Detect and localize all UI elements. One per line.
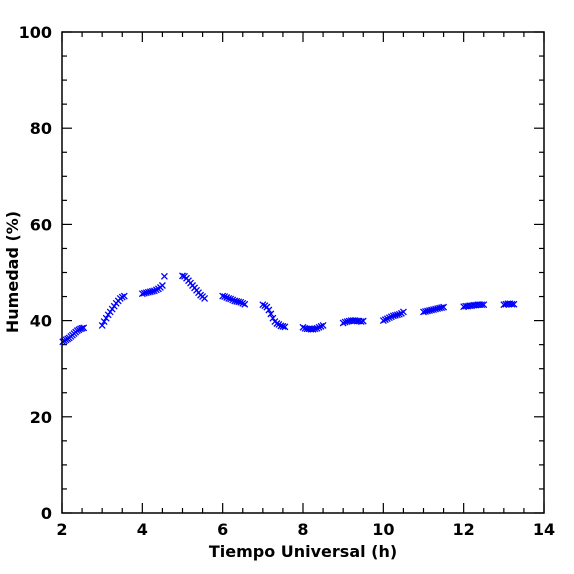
data-point bbox=[142, 289, 150, 297]
data-point bbox=[383, 315, 391, 323]
data-point bbox=[265, 306, 273, 314]
data-point bbox=[100, 318, 108, 326]
y-tick-label: 80 bbox=[30, 119, 52, 138]
data-point bbox=[440, 303, 448, 311]
data-point bbox=[317, 322, 325, 330]
data-point bbox=[500, 301, 508, 309]
data-point bbox=[510, 300, 518, 308]
data-point bbox=[241, 300, 249, 308]
y-axis-title: Humedad (%) bbox=[3, 211, 22, 333]
data-point bbox=[379, 317, 387, 325]
data-point bbox=[395, 310, 403, 318]
plot-frame bbox=[61, 31, 545, 514]
y-tick-label: 0 bbox=[41, 504, 52, 523]
data-point bbox=[179, 272, 186, 280]
data-point bbox=[227, 295, 235, 303]
x-tick-label: 12 bbox=[453, 520, 475, 539]
data-point bbox=[120, 292, 128, 300]
x-tick-label: 2 bbox=[56, 520, 67, 539]
data-point bbox=[152, 286, 160, 294]
tick-labels: 2 4 6 8 10 12 14 0 20 40 60 80 100 bbox=[19, 23, 556, 539]
data-point bbox=[223, 294, 231, 301]
data-point bbox=[235, 298, 243, 306]
x-axis-title: Tiempo Universal (h) bbox=[209, 542, 397, 561]
data-point bbox=[357, 318, 365, 326]
data-point bbox=[299, 323, 307, 331]
data-point bbox=[279, 322, 287, 330]
y-tick-label: 60 bbox=[30, 215, 52, 234]
data-point bbox=[221, 293, 229, 301]
data-point bbox=[233, 297, 241, 305]
data-point bbox=[219, 292, 227, 300]
data-point bbox=[201, 295, 209, 302]
data-point bbox=[313, 324, 321, 332]
data-point bbox=[138, 290, 146, 298]
y-tick-label: 40 bbox=[30, 312, 52, 331]
data-point bbox=[434, 305, 442, 313]
axis-ticks bbox=[61, 31, 545, 514]
data-point bbox=[144, 288, 152, 296]
data-point bbox=[399, 308, 407, 316]
data-point bbox=[309, 325, 317, 333]
data-point bbox=[343, 318, 351, 326]
data-point bbox=[426, 307, 433, 314]
data-point bbox=[150, 287, 158, 295]
data-point bbox=[78, 324, 86, 332]
data-point bbox=[281, 323, 289, 331]
data-point bbox=[315, 323, 323, 331]
data-point bbox=[146, 288, 154, 296]
data-point bbox=[389, 312, 397, 320]
data-point bbox=[277, 322, 285, 330]
data-point bbox=[160, 272, 168, 280]
data-point bbox=[436, 304, 444, 312]
data-point bbox=[148, 287, 156, 295]
data-point bbox=[339, 319, 347, 327]
x-tick-label: 8 bbox=[297, 520, 308, 539]
data-point bbox=[267, 310, 275, 318]
data-point bbox=[225, 295, 233, 302]
y-tick-label: 100 bbox=[19, 23, 52, 42]
data-point bbox=[508, 300, 516, 308]
data-point bbox=[311, 325, 319, 333]
x-tick-label: 14 bbox=[533, 520, 555, 539]
data-point bbox=[381, 316, 389, 324]
data-point bbox=[80, 324, 88, 332]
data-point bbox=[387, 313, 395, 321]
data-point bbox=[158, 282, 166, 289]
x-tick-label: 6 bbox=[217, 520, 228, 539]
data-points bbox=[59, 272, 518, 346]
data-point bbox=[269, 314, 277, 322]
x-tick-label: 10 bbox=[372, 520, 394, 539]
data-point bbox=[237, 298, 245, 306]
data-point bbox=[438, 304, 446, 312]
data-point bbox=[430, 306, 438, 313]
data-point bbox=[393, 311, 401, 319]
data-point bbox=[341, 318, 349, 326]
data-point bbox=[98, 321, 106, 329]
data-point bbox=[259, 301, 267, 309]
data-point bbox=[432, 305, 440, 313]
data-point bbox=[239, 299, 247, 307]
data-point bbox=[231, 297, 239, 305]
data-point bbox=[118, 293, 126, 301]
x-tick-label: 4 bbox=[137, 520, 148, 539]
data-point bbox=[422, 308, 429, 315]
data-point bbox=[319, 321, 327, 329]
data-point bbox=[140, 289, 148, 297]
data-point bbox=[102, 314, 110, 322]
data-point bbox=[478, 301, 486, 309]
data-point bbox=[391, 311, 399, 319]
data-point bbox=[420, 308, 427, 316]
data-point bbox=[428, 306, 435, 314]
data-point bbox=[229, 296, 237, 304]
data-point bbox=[385, 314, 393, 322]
data-point bbox=[424, 307, 431, 315]
y-tick-label: 20 bbox=[30, 408, 52, 427]
data-point bbox=[359, 317, 367, 325]
data-point bbox=[480, 301, 488, 309]
data-point bbox=[273, 320, 281, 327]
